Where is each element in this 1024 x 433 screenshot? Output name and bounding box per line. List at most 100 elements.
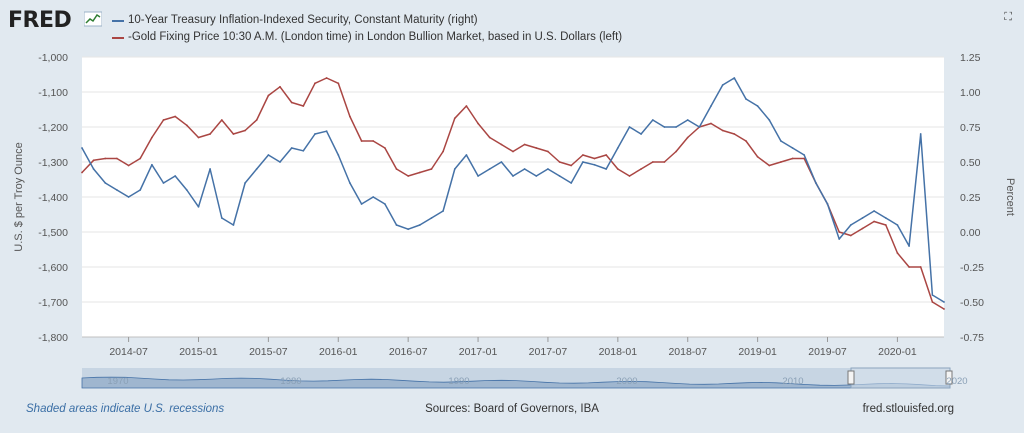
site-link[interactable]: fred.stlouisfed.org (862, 403, 954, 415)
data-point-gold (384, 147, 386, 149)
data-point-gold (838, 231, 841, 233)
data-point-tips (116, 189, 118, 191)
data-point-gold (197, 136, 200, 139)
data-point-gold (721, 129, 724, 132)
data-point-tips (686, 119, 689, 121)
data-point-gold (931, 301, 934, 303)
data-point-tips (314, 133, 316, 135)
data-point-tips (442, 210, 444, 212)
data-point-gold (803, 157, 806, 160)
left-axis-labels: -1,000 -1,100 -1,200 -1,300 -1,400 -1,500 -1,6… (38, 52, 68, 344)
chart-legend: 10-Year Treasury Inflation-Indexed Secur… (112, 12, 622, 46)
navigator-label: 1980 (280, 376, 301, 387)
navigator-selection[interactable] (850, 367, 951, 389)
navigator-handle-left[interactable] (847, 370, 855, 385)
data-point-gold (861, 227, 864, 230)
x-tick-label: 2015-01 (179, 346, 218, 358)
data-point-gold (651, 161, 654, 163)
sources-text: Sources: Board of Governors, IBA (425, 403, 599, 415)
data-point-gold (768, 164, 771, 167)
x-tick-label: 2019-01 (738, 346, 777, 358)
data-point-gold (314, 82, 316, 85)
data-point-tips (267, 154, 270, 156)
data-point-tips (384, 203, 386, 205)
data-point-gold (92, 159, 95, 162)
data-point-tips (651, 119, 654, 121)
x-tick-label: 2017-07 (529, 346, 568, 358)
data-point-gold (896, 252, 899, 254)
grid (82, 56, 944, 338)
data-point-tips (162, 182, 165, 184)
left-tick-label: -1,100 (38, 87, 68, 99)
data-point-tips (698, 126, 701, 128)
data-point-tips (512, 175, 514, 177)
navigator-label: 1970 (107, 376, 128, 387)
data-point-tips (279, 161, 281, 163)
data-point-gold (442, 150, 444, 153)
x-tick-label: 2018-07 (668, 346, 707, 358)
fullscreen-icon[interactable]: ⛶ (1004, 11, 1012, 23)
navigator-label: 2010 (782, 376, 803, 387)
navigator-handle-right[interactable] (945, 370, 953, 385)
data-point-tips (896, 224, 899, 226)
data-point-gold (104, 157, 107, 160)
data-point-tips (815, 182, 817, 184)
data-point-gold (220, 119, 223, 121)
data-point-tips (372, 196, 375, 198)
data-point-tips (663, 126, 666, 128)
data-point-gold (943, 308, 945, 310)
x-tick-label: 2016-01 (319, 346, 358, 358)
data-point-tips (884, 217, 887, 219)
data-point-gold (593, 157, 596, 160)
data-point-tips (582, 161, 584, 163)
data-point-gold (558, 161, 561, 163)
sources-wrap: Sources: Board of Governors, IBA (0, 403, 1024, 415)
data-point-tips (430, 217, 433, 219)
data-point-tips (849, 224, 852, 226)
left-tick-label: -1,600 (38, 262, 68, 274)
data-point-gold (640, 168, 642, 170)
right-tick-label: 0.50 (960, 157, 981, 169)
data-point-tips (220, 217, 223, 219)
x-tick-label: 2017-01 (459, 346, 498, 358)
fred-logo[interactable]: FRED (8, 8, 72, 33)
data-point-tips (756, 105, 759, 107)
right-tick-label: -0.25 (960, 262, 984, 274)
data-point-tips (721, 84, 724, 86)
data-point-tips (174, 175, 177, 177)
data-point-gold (791, 157, 794, 160)
legend-item-gold[interactable]: -Gold Fixing Price 10:30 A.M. (London ti… (112, 29, 622, 46)
data-point-gold (430, 168, 433, 170)
data-point-gold (488, 136, 491, 139)
data-point-gold (477, 122, 479, 125)
data-point-gold (908, 266, 910, 268)
data-point-gold (360, 140, 363, 142)
data-point-tips (605, 168, 608, 170)
data-point-gold (337, 82, 340, 85)
right-tick-label: 1.25 (960, 52, 981, 64)
x-tick-labels: 2014-07 2015-01 2015-07 2016-01 2016-07 2017-… (109, 337, 917, 358)
legend-item-tips[interactable]: 10-Year Treasury Inflation-Indexed Secur… (112, 12, 622, 29)
x-tick-label: 2019-07 (808, 346, 847, 358)
data-point-gold (209, 133, 212, 135)
data-point-tips (873, 210, 875, 212)
data-point-tips (593, 163, 596, 166)
right-tick-label: 0.25 (960, 192, 981, 204)
data-point-tips (919, 133, 922, 135)
right-tick-label: -0.50 (960, 297, 984, 309)
data-point-gold (570, 164, 573, 167)
data-point-tips (733, 77, 736, 79)
x-tick-label: 2020-01 (878, 346, 917, 358)
navigator-labels: 1970 1980 1990 2000 2010 2020 (107, 376, 967, 387)
data-point-gold (453, 117, 456, 120)
navigator-label: 2000 (616, 376, 637, 387)
data-point-tips (325, 130, 328, 133)
x-tick-label: 2016-07 (389, 346, 428, 358)
data-point-tips (826, 203, 829, 205)
data-point-tips (628, 126, 631, 128)
data-point-tips (244, 182, 247, 184)
data-point-tips (81, 147, 83, 149)
right-tick-label: 0.00 (960, 227, 981, 239)
legend-label-gold: -Gold Fixing Price 10:30 A.M. (London ti… (128, 31, 623, 43)
data-point-gold (523, 143, 526, 146)
